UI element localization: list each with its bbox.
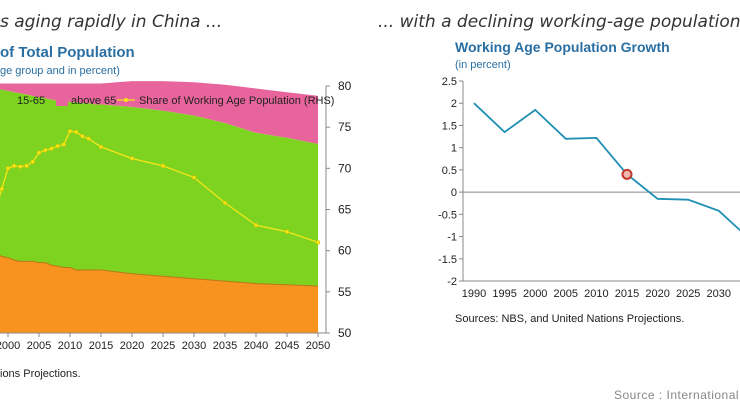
legend-label-above65: above 65 [71, 95, 116, 107]
right-x-tick-label: 2020 [645, 288, 669, 300]
right-x-tick-label: 2030 [707, 288, 731, 300]
right-chart-source: Sources: NBS, and United Nations Project… [455, 313, 685, 325]
legend-label-share: Share of Working Age Population (RHS) [139, 95, 334, 107]
share-point [67, 129, 73, 134]
right-x-tick-label: 2015 [615, 288, 639, 300]
share-point [191, 175, 197, 180]
left-x-tick-label: 2010 [58, 340, 82, 352]
under-15-area [0, 255, 318, 333]
right-chart-subtitle: (in percent) [455, 59, 511, 71]
left-y2-tick-label: 75 [338, 120, 352, 134]
left-y2-tick-label: 70 [338, 161, 352, 175]
left-x-tick-label: 2035 [213, 340, 237, 352]
right-x-tick-label: 2000 [523, 288, 547, 300]
share-point [18, 164, 23, 169]
right-y-tick-label: 1.5 [442, 120, 457, 132]
left-x-tick-label: 2050 [306, 340, 330, 352]
left-x-tick-label: 2025 [151, 340, 175, 352]
share-point [49, 146, 54, 151]
headline-left: s aging rapidly in China ... [0, 12, 223, 32]
legend-marker-share [124, 98, 128, 102]
right-y-tick-label: 0.5 [442, 165, 457, 177]
share-point [129, 156, 135, 161]
left-area-chart: 2000 2005 2010 2015 2020 2025 2030 2035 2040 2045… [0, 79, 352, 352]
right-y-tick-label: 2 [451, 98, 457, 110]
right-y-tick-label: -2 [447, 276, 457, 288]
growth-line [473, 102, 740, 232]
left-x-tick-label: 2030 [182, 340, 206, 352]
right-y-tick-label: 0 [451, 187, 457, 199]
share-point [30, 159, 36, 164]
left-x-tick-label: 2000 [0, 340, 20, 352]
right-y-tick-label: -1 [447, 232, 457, 244]
left-chart-subtitle: ge group and in percent) [0, 65, 120, 77]
right-x-tick-label: 1990 [462, 288, 486, 300]
right-x-tick-label: 2025 [676, 288, 700, 300]
share-point [0, 186, 5, 192]
share-point [5, 166, 11, 171]
left-x-tick-label: 2020 [120, 340, 144, 352]
right-y-tick-label: -1.5 [438, 254, 457, 266]
share-point [222, 200, 228, 206]
right-line-chart: 2.5 2 1.5 1 0.5 0 -0.5 -1 -1.5 -2 1990 1995 2000 2005… [438, 76, 740, 300]
share-point [160, 163, 166, 169]
right-x-tick-label: 2005 [554, 288, 578, 300]
left-x-tick-label: 2005 [27, 340, 51, 352]
above-65-area [0, 81, 318, 144]
left-x-tick-label: 2015 [89, 340, 113, 352]
share-point [42, 147, 48, 153]
left-y2-tick-label: 50 [338, 326, 352, 340]
share-point [80, 133, 85, 139]
left-y2-tick-label: 55 [338, 285, 352, 299]
right-y-tick-label: 1 [451, 143, 457, 155]
headline-right: ... with a declining working-age populat… [378, 12, 740, 32]
legend-swatch-above65 [56, 94, 68, 106]
under-15-boundary [0, 255, 319, 287]
left-x-tick-label: 2045 [275, 340, 299, 352]
image-credit: Source : International [614, 388, 740, 402]
share-point [55, 143, 60, 149]
share-point [86, 136, 91, 141]
right-chart-title: Working Age Population Growth [455, 39, 670, 55]
right-y-tick-label: 2.5 [442, 76, 457, 88]
right-x-tick-label: 2010 [584, 288, 608, 300]
right-x-tick-label: 1995 [492, 288, 516, 300]
legend-label-working: 15-65 [17, 95, 45, 107]
share-point [24, 163, 29, 169]
share-point [284, 229, 290, 234]
left-y2-tick-label: 60 [338, 244, 352, 258]
left-y2-tick-label: 65 [338, 203, 352, 217]
legend-swatch-working [2, 94, 14, 106]
left-legend: 15-65 above 65 Share of Working Age Popula… [2, 94, 334, 107]
share-point [253, 222, 259, 228]
left-y2-tick-label: 80 [338, 79, 352, 93]
share-point [98, 144, 104, 150]
share-point [73, 129, 79, 135]
share-point [11, 163, 17, 169]
right-y-tick-label: -0.5 [438, 209, 457, 221]
share-point [61, 142, 67, 147]
left-chart-title: of Total Population [0, 44, 135, 61]
left-x-tick-label: 2040 [244, 340, 268, 352]
highlight-2015-marker [621, 168, 633, 180]
working-age-area [0, 89, 318, 287]
left-chart-source: ions Projections. [0, 368, 81, 380]
share-point [315, 240, 321, 245]
share-point [36, 150, 42, 155]
